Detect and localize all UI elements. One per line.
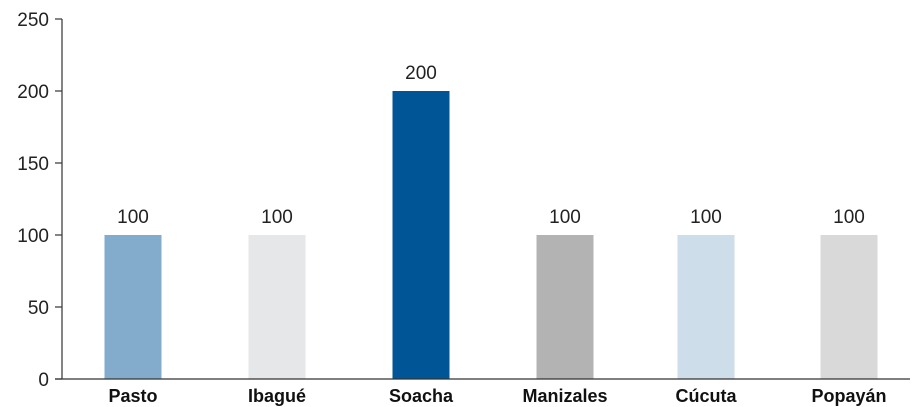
y-tick-label: 200 [17,82,49,103]
x-category-label: Pasto [108,386,157,406]
x-category-label: Manizales [522,386,607,406]
x-category-label: Ibagué [248,386,306,406]
bars [104,91,878,379]
y-tick-label: 150 [17,154,49,175]
bar-value-label: 100 [833,207,865,228]
x-axis: Pasto Ibagué Soacha Manizales Cúcuta Popayán [55,378,910,406]
bar-value-label: 100 [690,207,722,228]
x-category-label: Cúcuta [675,386,737,406]
y-axis: 0 50 100 150 200 250 [17,10,63,391]
x-category-label: Soacha [389,386,454,406]
value-labels: 100 100 200 100 100 100 [117,63,865,228]
y-tick-label: 0 [38,370,49,391]
bar-value-label: 100 [117,207,149,228]
bar-manizales [536,235,594,379]
y-tick-label: 250 [17,10,49,31]
bar-value-label: 100 [549,207,581,228]
bar-popayán [820,235,878,379]
bar-soacha [392,91,450,379]
y-tick-label: 100 [17,226,49,247]
bar-value-label: 100 [261,207,293,228]
bar-ibagué [248,235,306,379]
y-tick-label: 50 [28,298,49,319]
x-category-label: Popayán [811,386,886,406]
bar-cúcuta [677,235,735,379]
bar-value-label: 200 [405,63,437,84]
bar-pasto [104,235,162,379]
